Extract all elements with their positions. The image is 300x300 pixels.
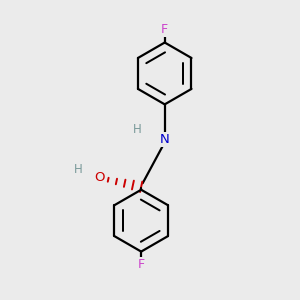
Text: O: O <box>95 172 105 184</box>
Text: F: F <box>138 258 145 271</box>
Text: H: H <box>74 163 82 176</box>
Text: N: N <box>160 133 169 146</box>
Text: H: H <box>132 123 141 136</box>
Text: F: F <box>161 23 168 36</box>
